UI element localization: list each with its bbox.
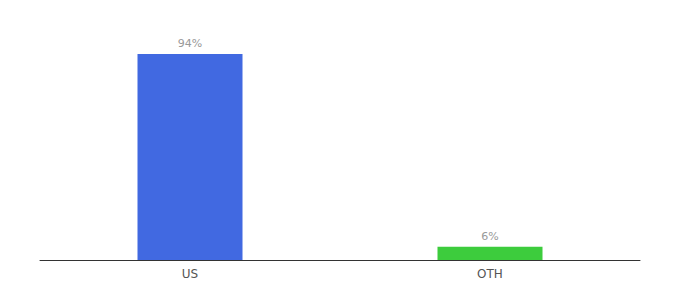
svg-text:94%: 94% <box>178 37 202 50</box>
svg-text:US: US <box>182 267 198 281</box>
svg-text:6%: 6% <box>481 230 498 243</box>
svg-text:OTH: OTH <box>477 267 503 281</box>
